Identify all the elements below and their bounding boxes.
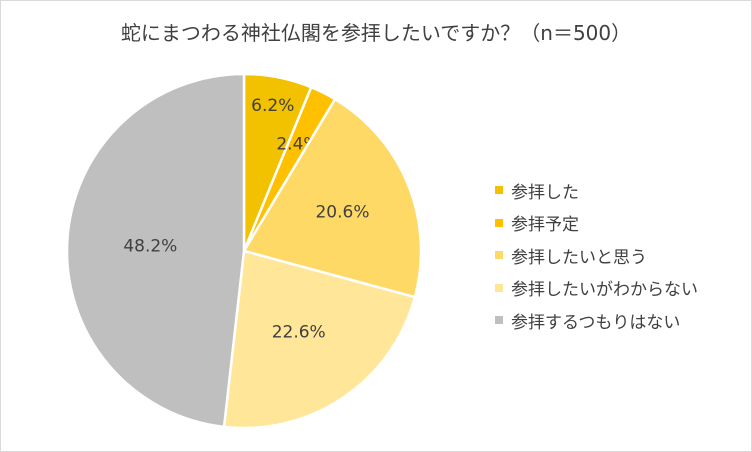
legend-item: 参拝した bbox=[495, 174, 698, 207]
pie-slice bbox=[242, 97, 423, 299]
legend-label: 参拝した bbox=[511, 182, 579, 203]
data-label: 20.6% bbox=[315, 202, 369, 222]
data-label: 22.6% bbox=[272, 323, 326, 343]
legend-label: 参拝したいと思う bbox=[511, 247, 647, 268]
legend-swatch bbox=[495, 316, 503, 325]
legend-item: 参拝するつもりはない bbox=[495, 304, 698, 337]
pie-slice bbox=[222, 249, 417, 430]
legend-swatch bbox=[495, 186, 503, 195]
data-label: 48.2% bbox=[123, 237, 177, 257]
legend: 参拝した 参拝予定 参拝したいと思う 参拝したいがわからない 参拝するつもりはな… bbox=[495, 174, 698, 337]
legend-label: 参拝するつもりはない bbox=[511, 312, 681, 333]
legend-label: 参拝したいがわからない bbox=[511, 280, 698, 301]
legend-item: 参拝予定 bbox=[495, 207, 698, 240]
legend-label: 参拝予定 bbox=[511, 215, 579, 236]
legend-swatch bbox=[495, 283, 503, 292]
legend-swatch bbox=[495, 251, 503, 260]
chart-title: 蛇にまつわる神社仏閣を参拝したいですか？（n＝500） bbox=[120, 21, 632, 45]
legend-item: 参拝したいがわからない bbox=[495, 272, 698, 305]
legend-swatch bbox=[495, 218, 503, 227]
legend-item: 参拝したいと思う bbox=[495, 239, 698, 272]
data-label: 6.2% bbox=[251, 96, 294, 116]
pie-slice bbox=[65, 72, 246, 429]
